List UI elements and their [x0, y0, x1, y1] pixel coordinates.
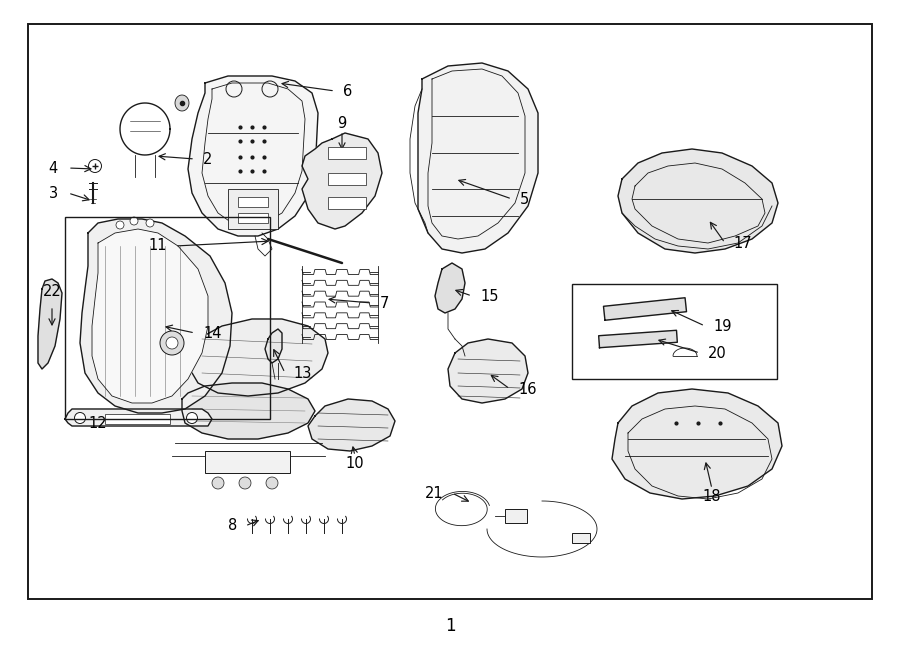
Text: 11: 11: [148, 239, 167, 254]
Polygon shape: [435, 263, 465, 313]
Bar: [105, 414, 170, 424]
Polygon shape: [65, 409, 212, 426]
Polygon shape: [92, 229, 208, 403]
Text: 18: 18: [703, 489, 721, 504]
Bar: [65, 217, 270, 419]
Text: 7: 7: [380, 295, 390, 311]
Polygon shape: [188, 319, 328, 396]
Bar: [238, 213, 268, 223]
Text: 16: 16: [518, 381, 536, 397]
Polygon shape: [188, 76, 318, 236]
Polygon shape: [598, 330, 678, 348]
Polygon shape: [308, 399, 395, 451]
Text: 1: 1: [445, 617, 455, 635]
Polygon shape: [38, 279, 62, 369]
Circle shape: [186, 412, 197, 424]
Bar: [328, 147, 366, 159]
Circle shape: [266, 477, 278, 489]
Text: 9: 9: [338, 116, 346, 131]
Text: 14: 14: [203, 325, 221, 340]
Bar: [328, 197, 366, 209]
Polygon shape: [302, 133, 382, 229]
Polygon shape: [80, 219, 232, 413]
Polygon shape: [612, 389, 782, 499]
Circle shape: [75, 412, 86, 424]
Bar: [205, 451, 290, 473]
Polygon shape: [175, 95, 189, 111]
Bar: [572, 284, 777, 379]
Polygon shape: [604, 297, 687, 320]
Text: 10: 10: [346, 456, 365, 471]
Bar: [328, 173, 366, 185]
Polygon shape: [448, 339, 528, 403]
Circle shape: [212, 477, 224, 489]
Text: 8: 8: [228, 518, 237, 533]
Polygon shape: [418, 63, 538, 253]
Text: 17: 17: [733, 235, 751, 251]
Text: 5: 5: [520, 192, 529, 206]
Circle shape: [166, 337, 178, 349]
Text: 3: 3: [49, 186, 58, 200]
Text: 6: 6: [343, 83, 352, 98]
Text: 20: 20: [708, 346, 727, 360]
Text: 19: 19: [713, 319, 732, 334]
Circle shape: [146, 219, 154, 227]
Circle shape: [239, 477, 251, 489]
Text: 22: 22: [42, 284, 61, 299]
Text: 13: 13: [293, 366, 311, 381]
Text: 12: 12: [88, 416, 107, 430]
Bar: [28, 24, 872, 599]
Bar: [238, 197, 268, 207]
Bar: [505, 509, 527, 523]
Polygon shape: [182, 383, 315, 439]
Polygon shape: [265, 329, 282, 363]
Polygon shape: [618, 149, 778, 253]
Text: 4: 4: [49, 161, 58, 176]
Circle shape: [130, 217, 138, 225]
Circle shape: [160, 331, 184, 355]
Circle shape: [116, 221, 124, 229]
Text: 15: 15: [480, 288, 499, 303]
Text: 21: 21: [426, 485, 444, 500]
Text: 2: 2: [203, 151, 212, 167]
Bar: [228, 189, 278, 229]
Bar: [572, 533, 590, 543]
